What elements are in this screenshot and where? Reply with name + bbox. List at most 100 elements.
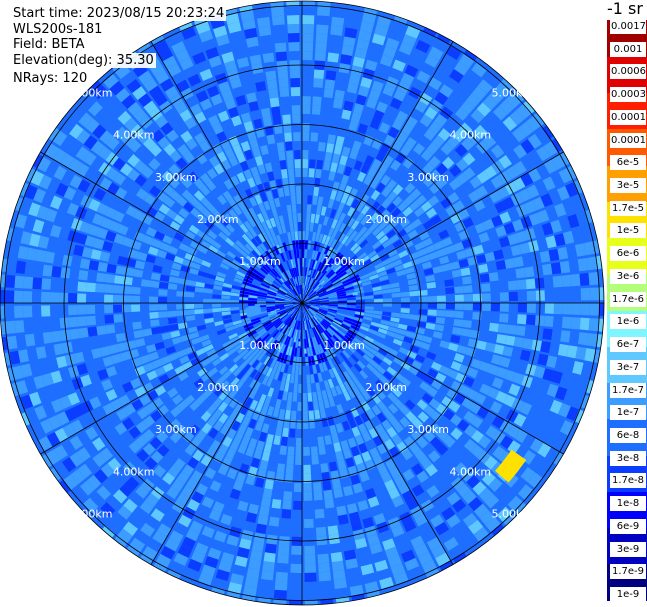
ray-gate: [286, 1, 300, 7]
ray-gate: [137, 222, 149, 234]
ray-gate: [380, 174, 391, 186]
ray-gate: [318, 362, 325, 373]
ray-gate: [505, 92, 521, 109]
ray-gate: [185, 230, 196, 240]
ray-gate: [251, 319, 261, 325]
ray-gate: [26, 247, 38, 261]
ray-gate: [295, 446, 302, 456]
ray-gate: [583, 241, 595, 256]
ray-gate: [311, 259, 316, 269]
ray-gate: [135, 188, 149, 201]
ray-gate: [204, 317, 214, 324]
ray-gate: [115, 64, 131, 80]
ray-gate: [259, 242, 268, 253]
ray-gate: [326, 288, 336, 294]
ray-gate: [149, 423, 162, 436]
ray-gate: [167, 283, 178, 290]
ray-gate: [282, 325, 289, 335]
ray-gate: [311, 327, 317, 337]
ray-gate: [257, 301, 267, 303]
ray-gate: [292, 518, 302, 528]
ray-gate: [406, 350, 418, 360]
ray-gate: [306, 276, 311, 286]
ray-gate: [213, 472, 226, 484]
ray-gate: [195, 281, 205, 288]
ray-gate: [337, 306, 347, 310]
ray-gate: [347, 356, 357, 366]
ray-gate: [184, 35, 200, 49]
ray-gate: [112, 489, 128, 504]
ray-gate: [534, 477, 547, 491]
ray-gate: [279, 263, 286, 272]
ray-gate: [325, 360, 332, 370]
ray-gate: [424, 106, 438, 120]
ray-gate: [259, 459, 269, 471]
ray-gate: [355, 94, 367, 106]
ray-gate: [406, 325, 417, 333]
ray-gate: [262, 319, 271, 326]
ray-gate: [208, 55, 222, 68]
ray-gate: [284, 304, 294, 307]
ray-gate: [280, 252, 286, 262]
ray-gate: [328, 368, 335, 379]
ray-gate: [238, 212, 248, 223]
ray-gate: [293, 303, 302, 305]
ray-gate: [319, 296, 329, 300]
ray-gate: [328, 305, 338, 309]
ray-gate: [222, 314, 232, 320]
ray-gate: [186, 279, 197, 287]
ray-gate: [377, 63, 391, 76]
ray-gate: [421, 392, 434, 404]
ray-gate: [441, 506, 456, 521]
ray-gate: [310, 123, 320, 133]
ray-gate: [79, 503, 92, 517]
ray-gate: [182, 361, 193, 371]
ray-gate: [207, 230, 218, 240]
range-label: 4.00km: [449, 129, 491, 142]
ray-gate: [354, 311, 365, 316]
ray-gate: [234, 401, 244, 413]
ray-gate: [331, 322, 340, 330]
ray-gate: [26, 168, 37, 183]
ray-gate: [221, 118, 233, 131]
ray-gate: [490, 312, 500, 322]
ray-gate: [436, 347, 448, 357]
ray-gate: [416, 70, 431, 84]
ray-gate: [349, 342, 358, 351]
ray-gate: [229, 351, 240, 360]
ray-gate: [185, 137, 198, 151]
ray-gate: [376, 412, 387, 424]
ray-gate: [55, 182, 69, 197]
ray-gate: [450, 427, 463, 441]
ray-gate: [244, 576, 259, 588]
ray-gate: [239, 300, 249, 303]
ray-gate: [580, 287, 590, 301]
ray-gate: [154, 366, 166, 377]
ray-gate: [304, 285, 308, 295]
ray-gate: [243, 277, 253, 284]
ray-gate: [139, 553, 154, 565]
ray-gate: [78, 415, 92, 429]
ray-gate: [321, 321, 329, 329]
ray-gate: [106, 136, 120, 151]
ray-gate: [302, 374, 307, 384]
ray-gate: [310, 304, 320, 307]
ray-gate: [408, 56, 423, 70]
ray-gate: [100, 217, 113, 229]
ray-gate: [327, 327, 336, 335]
ray-gate: [304, 249, 308, 259]
ray-gate: [326, 286, 335, 292]
ray-gate: [552, 316, 563, 328]
ray-gate: [410, 108, 423, 121]
ray-gate: [193, 362, 204, 372]
ray-gate: [509, 110, 525, 126]
ray-gate: [48, 127, 61, 142]
ray-gate: [185, 528, 200, 542]
ray-gate: [157, 136, 171, 150]
ray-gate: [337, 459, 347, 470]
ray-gate: [212, 175, 223, 187]
ray-gate: [519, 349, 531, 362]
ray-gate: [308, 168, 315, 178]
ray-gate: [52, 148, 67, 164]
ray-gate: [511, 347, 523, 360]
